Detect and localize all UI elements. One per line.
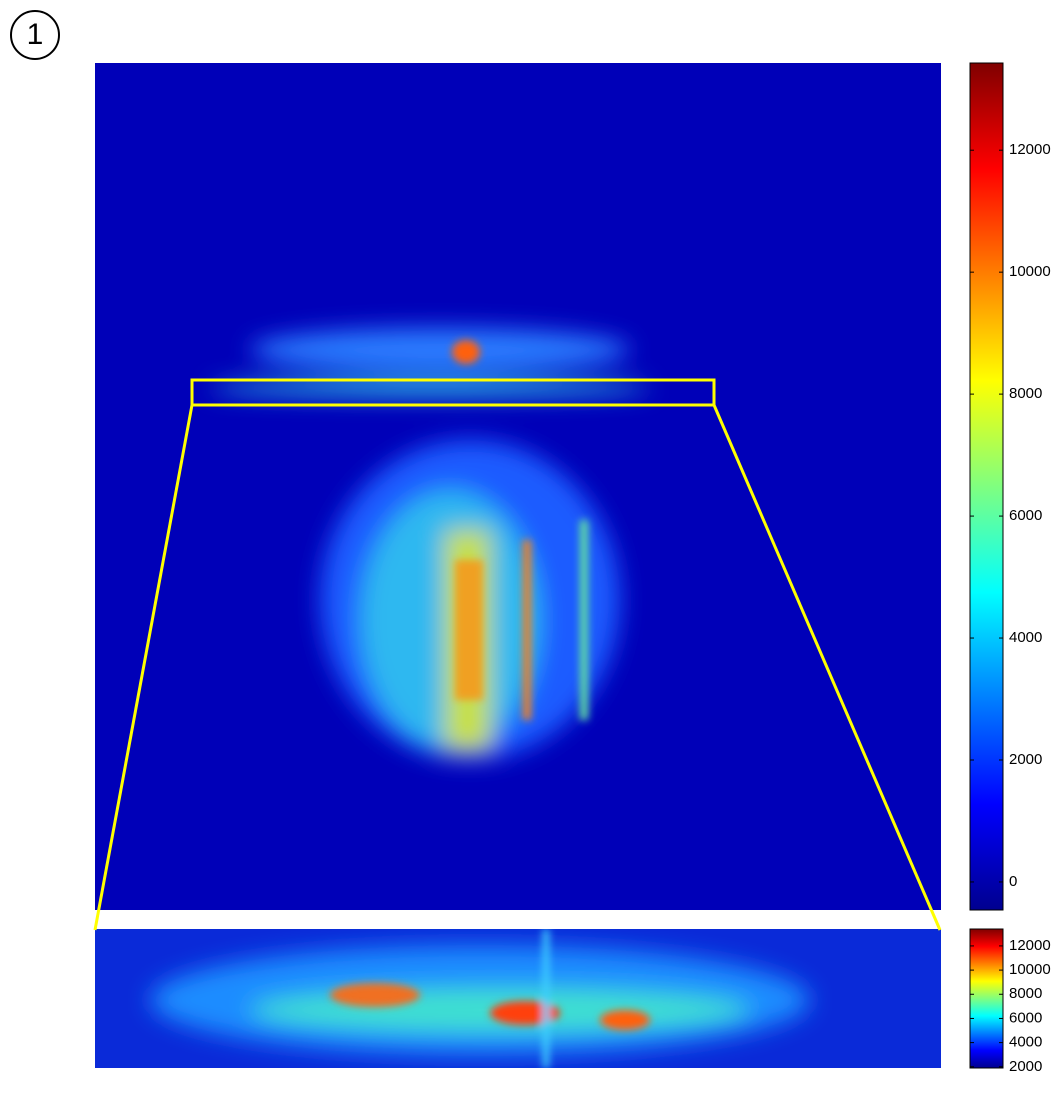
colorbar-tick-label: 4000	[1009, 1034, 1042, 1051]
colorbar-tick-label: 2000	[1009, 751, 1042, 768]
zoom-image	[95, 929, 941, 1068]
colorbar-tick-label: 6000	[1009, 507, 1042, 524]
colorbar-tick-label: 2000	[1009, 1058, 1042, 1075]
colorbar-tick-label: 4000	[1009, 629, 1042, 646]
panel-label: 1	[27, 18, 44, 51]
colorbar-tick-label: 10000	[1009, 263, 1051, 280]
colorbar	[969, 62, 1004, 911]
main-image	[95, 63, 941, 910]
colorbar-tick-label: 0	[1009, 873, 1017, 890]
colorbar-tick-label: 10000	[1009, 961, 1051, 978]
zoom-box	[93, 378, 942, 931]
colorbar-tick-label: 12000	[1009, 937, 1051, 954]
colorbar-tick-label: 12000	[1009, 141, 1051, 158]
colorbar	[969, 928, 1004, 1069]
colorbar-tick-label: 8000	[1009, 385, 1042, 402]
panel-circle	[10, 10, 60, 60]
colorbar-tick-label: 8000	[1009, 985, 1042, 1002]
colorbar-tick-label: 6000	[1009, 1009, 1042, 1026]
